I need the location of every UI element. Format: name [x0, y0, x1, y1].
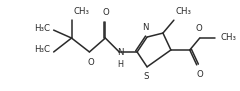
Text: N: N: [142, 23, 148, 32]
Text: N: N: [117, 48, 123, 57]
Text: O: O: [103, 8, 110, 17]
Text: CH₃: CH₃: [221, 33, 237, 42]
Text: H₃C: H₃C: [34, 24, 50, 33]
Text: H₃C: H₃C: [34, 46, 50, 55]
Text: O: O: [87, 58, 94, 67]
Text: CH₃: CH₃: [73, 7, 90, 16]
Text: O: O: [196, 70, 203, 79]
Text: S: S: [143, 72, 149, 81]
Text: CH₃: CH₃: [176, 7, 192, 16]
Text: O: O: [195, 24, 202, 33]
Text: H: H: [117, 60, 123, 69]
